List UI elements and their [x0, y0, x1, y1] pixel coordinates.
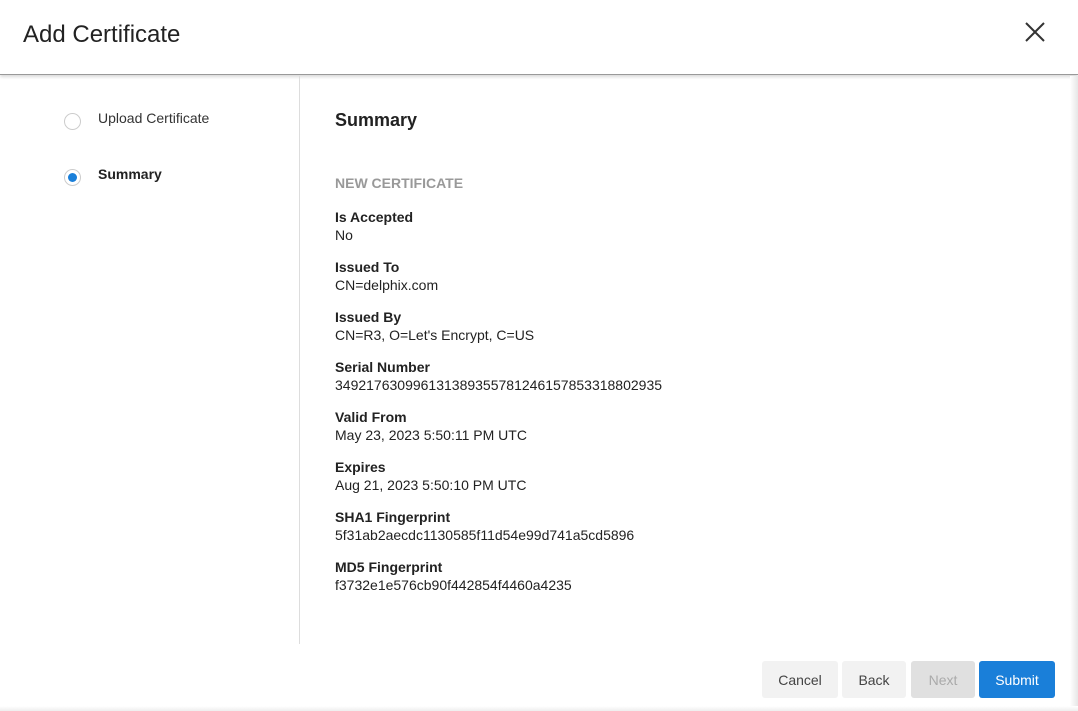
field-value: Aug 21, 2023 5:50:10 PM UTC — [335, 477, 527, 493]
field-label: Is Accepted — [335, 209, 414, 225]
step-upload-certificate[interactable]: Upload Certificate — [64, 110, 209, 130]
field-label: SHA1 Fingerprint — [335, 509, 451, 525]
field-issued-to: Issued To CN=delphix.com — [335, 258, 662, 308]
field-label: Valid From — [335, 409, 407, 425]
summary-heading: Summary — [335, 110, 418, 130]
dialog-edge-shadow — [1070, 76, 1078, 711]
dialog-header: Add Certificate — [0, 0, 1078, 75]
field-value: 5f31ab2aecdc1130585f11d54e99d741a5cd5896 — [335, 527, 635, 543]
field-label: Issued To — [335, 259, 400, 275]
wizard-steps: Upload Certificate Summary — [0, 76, 300, 644]
field-label: Expires — [335, 459, 386, 475]
field-label: Issued By — [335, 309, 402, 325]
step-radio-icon — [64, 113, 81, 130]
next-button: Next — [911, 661, 975, 698]
submit-button[interactable]: Submit — [979, 661, 1055, 698]
field-sha1-fingerprint: SHA1 Fingerprint 5f31ab2aecdc1130585f11d5… — [335, 508, 662, 558]
back-button[interactable]: Back — [842, 661, 906, 698]
field-value: No — [335, 227, 353, 243]
field-value: CN=R3, O=Let's Encrypt, C=US — [335, 327, 535, 343]
field-serial-number: Serial Number 349217630996131389355781246… — [335, 358, 662, 408]
field-md5-fingerprint: MD5 Fingerprint f3732e1e576cb90f442854f44… — [335, 558, 662, 608]
field-expires: Expires Aug 21, 2023 5:50:10 PM UTC — [335, 458, 662, 508]
field-is-accepted: Is Accepted No — [335, 208, 662, 258]
step-label: Upload Certificate — [98, 110, 210, 126]
field-value: CN=delphix.com — [335, 277, 439, 293]
step-summary[interactable]: Summary — [64, 166, 162, 186]
dialog-bottom-shadow — [0, 706, 1078, 711]
field-valid-from: Valid From May 23, 2023 5:50:11 PM UTC — [335, 408, 662, 458]
section-title: NEW CERTIFICATE — [335, 175, 464, 191]
field-label: MD5 Fingerprint — [335, 559, 443, 575]
cancel-button[interactable]: Cancel — [762, 661, 838, 698]
field-label: Serial Number — [335, 359, 430, 375]
field-value: 3492176309961313893557812461578533188029… — [335, 377, 663, 393]
close-icon[interactable] — [1022, 19, 1048, 45]
step-label: Summary — [98, 166, 162, 182]
dialog-title: Add Certificate — [23, 21, 181, 48]
certificate-fields: Is Accepted No Issued To CN=delphix.com Is… — [335, 208, 662, 608]
step-radio-selected-icon — [64, 169, 81, 186]
field-value: f3732e1e576cb90f442854f4460a4235 — [335, 577, 572, 593]
field-issued-by: Issued By CN=R3, O=Let's Encrypt, C=US — [335, 308, 662, 358]
field-value: May 23, 2023 5:50:11 PM UTC — [335, 427, 527, 443]
